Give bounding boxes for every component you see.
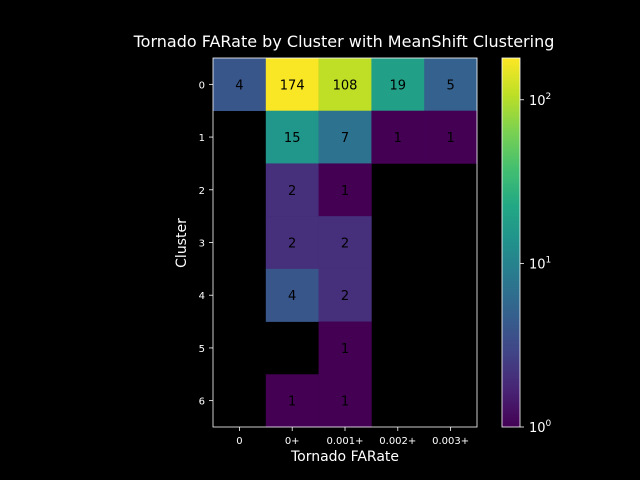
y-tick-label: 3 <box>199 239 205 250</box>
heatmap-cell <box>371 58 425 112</box>
y-tick-label: 1 <box>199 133 205 144</box>
cell-value-label: 174 <box>280 78 305 93</box>
cell-labels: 4 174 108 19 5 15 7 1 1 2 1 2 2 4 2 1 1 1 <box>235 78 454 409</box>
y-tick-label: 6 <box>199 397 205 408</box>
heatmap-cells <box>213 58 478 428</box>
x-tick-label: 0 <box>236 436 242 447</box>
heatmap-cell <box>265 216 319 270</box>
heatmap-cell <box>318 163 372 217</box>
heatmap-cell <box>213 58 267 112</box>
cell-value-label: 4 <box>235 78 243 93</box>
heatmap-cell <box>265 110 319 164</box>
heatmap-cell <box>318 374 372 428</box>
y-tick-label: 2 <box>199 186 205 197</box>
heatmap-cell <box>318 216 372 270</box>
cell-value-label: 5 <box>446 78 454 93</box>
cell-value-label: 2 <box>288 237 296 252</box>
cell-value-label: 108 <box>333 78 358 93</box>
x-axis-label: Tornado FARate <box>290 449 400 465</box>
heatmap-cell <box>424 110 478 164</box>
y-tick-label: 0 <box>199 80 205 91</box>
y-tick-label: 5 <box>199 344 205 355</box>
y-axis-label: Cluster <box>174 218 190 268</box>
cell-value-label: 1 <box>394 131 402 146</box>
colorbar: 100 101 102 <box>501 57 552 436</box>
colorbar-tick-label: 101 <box>529 255 551 272</box>
heatmap-cell <box>424 58 478 112</box>
cell-value-label: 1 <box>341 184 349 199</box>
colorbar-gradient <box>501 57 521 428</box>
cell-value-label: 1 <box>446 131 454 146</box>
heatmap-cell <box>265 374 319 428</box>
cell-value-label: 19 <box>390 78 407 93</box>
heatmap-cell <box>318 58 372 112</box>
cell-value-label: 2 <box>341 237 349 252</box>
cell-value-label: 2 <box>288 184 296 199</box>
heatmap-cell <box>265 268 319 322</box>
x-tick-label: 0+ <box>285 436 300 447</box>
cell-value-label: 1 <box>341 395 349 410</box>
colorbar-tick-label: 100 <box>529 419 552 436</box>
cell-value-label: 1 <box>341 342 349 357</box>
cell-value-label: 4 <box>288 289 296 304</box>
heatmap-cell <box>265 58 319 112</box>
heatmap-cell <box>265 163 319 217</box>
cell-value-label: 1 <box>288 395 296 410</box>
cell-value-label: 7 <box>341 131 349 146</box>
chart-title: Tornado FARate by Cluster with MeanShift… <box>133 32 555 51</box>
heatmap-cell <box>318 321 372 375</box>
heatmap-cell <box>318 268 372 322</box>
heatmap-cell <box>371 110 425 164</box>
y-tick-label: 4 <box>199 291 205 302</box>
heatmap-cell <box>318 110 372 164</box>
y-axis: 0 1 2 3 4 5 6 <box>199 80 213 408</box>
x-tick-label: 0.001+ <box>326 436 363 447</box>
cell-value-label: 2 <box>341 289 349 304</box>
x-tick-label: 0.003+ <box>432 436 469 447</box>
cell-value-label: 15 <box>284 131 301 146</box>
x-tick-label: 0.002+ <box>379 436 416 447</box>
colorbar-tick-label: 102 <box>529 92 551 109</box>
